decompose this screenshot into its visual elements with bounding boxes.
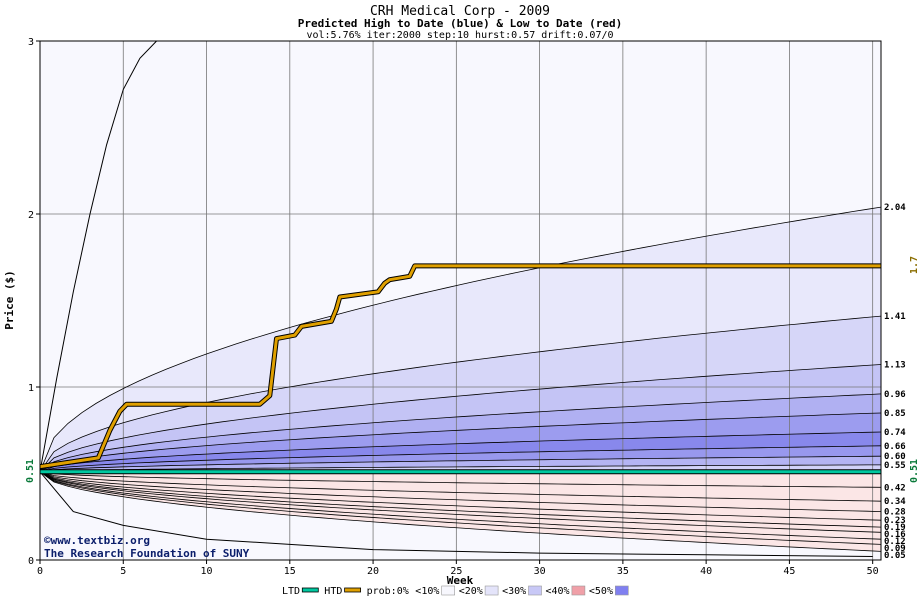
- credit-organization: The Research Foundation of SUNY: [44, 547, 250, 560]
- high-quantile-line: [39, 431, 882, 473]
- band-value-label: 0.96: [884, 390, 906, 400]
- y-tick-label: 1: [28, 383, 34, 394]
- legend-label: <20%: [459, 586, 483, 597]
- high-envelope-line: [39, 40, 157, 472]
- low-quantile-line: [39, 471, 882, 552]
- chart-title: CRH Medical Corp - 2009: [370, 4, 550, 19]
- high-band: [40, 445, 881, 472]
- high-quantile-line: [39, 206, 882, 472]
- x-tick-label: 35: [617, 566, 629, 577]
- high-band: [40, 393, 881, 472]
- start-price-label-left: 0.51: [25, 459, 36, 483]
- x-tick-label: 10: [201, 566, 213, 577]
- high-band: [40, 207, 881, 472]
- high-quantile-line: [39, 464, 881, 473]
- x-tick-label: 25: [450, 566, 462, 577]
- high-band: [40, 364, 881, 472]
- low-quantile-line: [39, 471, 882, 521]
- legend-label: <40%: [546, 586, 570, 597]
- legend-label: <50%: [589, 586, 613, 597]
- chart-subtitle: Predicted High to Date (blue) & Low to D…: [298, 17, 623, 30]
- low-envelope-line: [39, 471, 873, 557]
- high-band: [40, 432, 881, 472]
- legend-color-swatch: [528, 585, 542, 596]
- chart-params: vol:5.76% iter:2000 step:10 hurst:0.57 d…: [306, 30, 613, 41]
- start-price-label-right: 0.51: [909, 459, 920, 483]
- low-quantile-line: [39, 471, 882, 540]
- legend-label: <10%: [415, 586, 439, 597]
- band-value-label: 0.74: [884, 428, 906, 438]
- legend-line-swatch: [301, 587, 319, 593]
- legend-color-swatch: [571, 585, 586, 596]
- band-value-label: 0.66: [884, 442, 906, 452]
- x-tick-label: 45: [783, 566, 795, 577]
- plot-frame: [39, 40, 882, 561]
- x-tick-label: 50: [867, 566, 879, 577]
- band-value-label: 0.55: [884, 461, 906, 471]
- high-quantile-line: [39, 315, 882, 473]
- high-quantile-line: [39, 412, 882, 473]
- x-tick-label: 40: [700, 566, 712, 577]
- band-value-label: 0.16: [884, 530, 906, 540]
- low-quantile-line: [39, 471, 882, 545]
- band-value-label: 0.05: [884, 551, 906, 561]
- band-value-label: 2.04: [884, 203, 906, 213]
- legend-label: HTD: [324, 586, 342, 597]
- low-quantile-line: [39, 471, 882, 512]
- legend: LTD HTD prob:0% <10% <20% <30% <40% <50%: [282, 585, 629, 597]
- band-value-label: 1.41: [884, 312, 906, 322]
- y-tick-label: 2: [28, 210, 34, 221]
- band-value-labels: 2.04 1.41 1.13 0.96 0.85 0.74 0.660.600.55 0.42…: [884, 203, 906, 561]
- band-value-label: 0.19: [884, 523, 906, 533]
- legend-label: LTD: [282, 586, 300, 597]
- htd-line-stroke: [39, 264, 881, 469]
- high-quantile-line: [39, 445, 882, 473]
- band-value-label: 0.28: [884, 508, 906, 518]
- y-axis-ticks: 0 1 2 3: [28, 37, 40, 567]
- htd-line: [39, 263, 881, 470]
- high-quantile-line: [39, 455, 882, 473]
- y-tick-label: 3: [28, 37, 34, 48]
- x-tick-label: 30: [534, 566, 546, 577]
- band-value-label: 0.09: [884, 544, 906, 554]
- high-band: [40, 316, 881, 472]
- band-value-label: 0.42: [884, 483, 906, 493]
- credit-website: ©www.textbiz.org: [44, 534, 150, 547]
- x-tick-label: 5: [120, 566, 126, 577]
- quantile-lines: [39, 206, 882, 552]
- legend-label: prob:0%: [367, 586, 409, 597]
- legend-color-swatch: [614, 585, 629, 596]
- high-quantile-line: [39, 393, 882, 473]
- final-htd-label: 1.7: [909, 256, 920, 274]
- x-tick-label: 15: [284, 566, 296, 577]
- band-value-label: 1.13: [884, 361, 906, 371]
- band-value-label: 0.34: [884, 497, 906, 507]
- legend-color-swatch: [441, 585, 456, 596]
- x-tick-label: 0: [37, 566, 43, 577]
- high-band: [40, 456, 881, 472]
- high-quantile-line: [39, 364, 882, 473]
- y-axis-label: Price ($): [3, 270, 16, 330]
- x-tick-label: 20: [367, 566, 379, 577]
- low-quantile-line: [39, 471, 882, 528]
- band-value-label: 0.12: [884, 537, 906, 547]
- plot-area: [39, 40, 882, 561]
- band-value-label: 0.23: [884, 516, 906, 526]
- legend-color-swatch: [484, 585, 499, 596]
- x-axis-ticks: 0 5 10 15 20 25 30 35 40 45 50: [37, 560, 879, 577]
- band-value-label: 0.60: [884, 452, 906, 462]
- legend-line-swatch: [344, 587, 362, 593]
- low-quantile-line: [39, 471, 882, 488]
- band-value-label: 0.85: [884, 409, 906, 419]
- high-band: [40, 413, 881, 472]
- low-quantile-line: [39, 471, 882, 502]
- x-axis-label: Week: [447, 574, 474, 587]
- low-quantile-line: [39, 471, 882, 533]
- legend-label: <30%: [502, 586, 526, 597]
- high-probability-bands: [40, 207, 881, 472]
- y-tick-label: 0: [28, 556, 34, 567]
